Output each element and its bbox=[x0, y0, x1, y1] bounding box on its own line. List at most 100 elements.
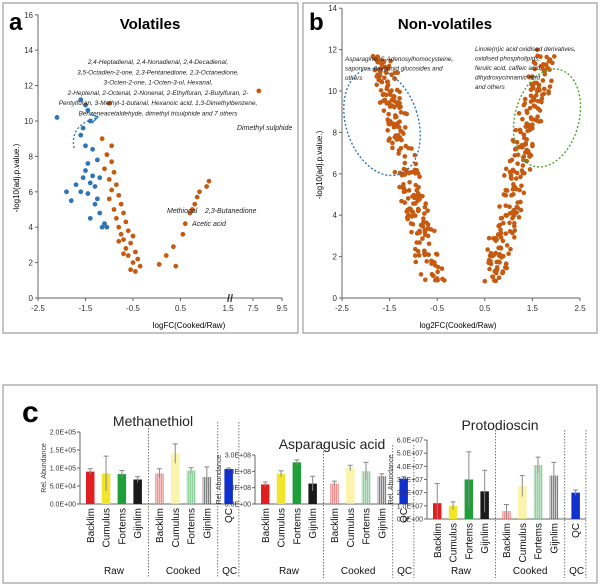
annotation-compound-list: Pentylfuran, 3-Methyl-1-butanal, Hexanoi… bbox=[59, 100, 258, 107]
nonvolatile-point bbox=[490, 253, 495, 259]
volatile-point-orange bbox=[256, 88, 262, 94]
volatile-point-orange bbox=[109, 143, 115, 149]
nonvolatile-point bbox=[378, 78, 384, 84]
nonvolatile-point bbox=[392, 76, 398, 82]
nonvolatile-point bbox=[389, 97, 395, 103]
panel-a-letter: a bbox=[9, 9, 23, 36]
nonvolatile-point bbox=[520, 145, 525, 150]
y-tick-label: 3.0E+07 bbox=[397, 477, 423, 484]
nonvolatile-point bbox=[498, 246, 504, 251]
x-tick-label: 0.5 bbox=[479, 304, 491, 313]
nonvolatile-point bbox=[390, 145, 395, 151]
category-label: Gijnlim bbox=[133, 508, 144, 539]
bar bbox=[117, 474, 127, 504]
annotation-point-label: Methional bbox=[167, 208, 198, 215]
category-label: Cumulus bbox=[171, 508, 182, 547]
volatile-point-orange bbox=[121, 210, 126, 216]
nonvolatile-point bbox=[524, 108, 529, 114]
group-label-cooked: Cooked bbox=[166, 566, 200, 577]
nonvolatile-point bbox=[389, 88, 394, 93]
nonvolatile-point bbox=[433, 277, 439, 282]
x-tick-label: -0.5 bbox=[126, 304, 140, 313]
nonvolatile-point bbox=[426, 241, 432, 247]
volatile-point-orange bbox=[113, 215, 119, 221]
x-tick-label: -1.5 bbox=[79, 304, 93, 313]
x-tick-label: 0.5 bbox=[175, 304, 187, 313]
nonvolatile-point bbox=[497, 260, 502, 265]
y-tick-label: 8 bbox=[29, 152, 34, 161]
nonvolatile-point bbox=[428, 227, 434, 232]
y-tick-label: 6 bbox=[29, 188, 34, 197]
volatile-point-blue bbox=[80, 125, 86, 131]
panel-b-axes: 0 2 4 6 8 10 12 14 -2.5 -1.5 -0.5 0.5 1.5 2.5 bbox=[328, 4, 586, 313]
volatile-point-blue bbox=[80, 175, 86, 181]
nonvolatile-point bbox=[510, 209, 516, 215]
volatile-point-orange bbox=[111, 169, 117, 175]
volatile-point-orange bbox=[109, 187, 115, 193]
volatile-point-blue bbox=[54, 115, 60, 120]
nonvolatile-point bbox=[522, 96, 528, 102]
category-label: Cumulus bbox=[102, 508, 113, 547]
nonvolatile-point bbox=[482, 278, 488, 284]
volatile-point-orange bbox=[123, 219, 129, 225]
nonvolatile-point bbox=[520, 163, 526, 168]
volatile-point-blue bbox=[78, 189, 84, 195]
nonvolatile-point bbox=[397, 119, 402, 124]
nonvolatile-point bbox=[490, 274, 495, 279]
nonvolatile-point bbox=[521, 132, 527, 137]
nonvolatile-point bbox=[526, 74, 531, 80]
panel-b-letter: b bbox=[309, 9, 324, 36]
nonvolatile-point bbox=[384, 101, 390, 106]
nonvolatile-point bbox=[530, 125, 535, 131]
nonvolatile-point bbox=[536, 119, 541, 124]
nonvolatile-point bbox=[539, 96, 545, 101]
nonvolatile-point bbox=[421, 219, 426, 225]
nonvolatile-point bbox=[493, 250, 499, 256]
nonvolatile-point bbox=[497, 204, 502, 209]
nonvolatile-point bbox=[420, 236, 425, 241]
nonvolatile-point bbox=[510, 167, 516, 173]
y-tick-label: 2.0E+07 bbox=[397, 490, 423, 497]
category-label: QC bbox=[571, 523, 582, 538]
category-label: Gijnlim bbox=[377, 508, 388, 539]
nonvolatile-point bbox=[518, 129, 523, 135]
nonvolatile-point bbox=[423, 201, 429, 206]
nonvolatile-point bbox=[424, 259, 430, 264]
nonvolatile-point bbox=[528, 93, 534, 99]
nonvolatile-point bbox=[423, 232, 428, 238]
volatile-point-orange bbox=[113, 182, 119, 188]
nonvolatile-point bbox=[381, 92, 387, 97]
panel-a-annotations: 2,4-Heptadienal, 2,4-Nonadienal, 2,4-Dec… bbox=[59, 59, 293, 228]
volatile-point-orange bbox=[137, 263, 143, 269]
annotation-right: and others bbox=[475, 84, 506, 91]
volatile-point-blue bbox=[68, 198, 74, 204]
y-tick-label: 8 bbox=[333, 128, 338, 137]
nonvolatile-point bbox=[538, 63, 544, 69]
bar bbox=[292, 462, 302, 504]
nonvolatile-point bbox=[518, 207, 524, 213]
volatile-point-orange bbox=[116, 192, 122, 198]
nonvolatile-point bbox=[378, 88, 384, 93]
nonvolatile-point bbox=[401, 189, 407, 195]
y-tick-label: 0 bbox=[333, 294, 338, 303]
x-tick-label: 9.5 bbox=[276, 304, 288, 313]
volatile-point-orange bbox=[102, 166, 107, 172]
panel-a-ylabel: -log10(adj.p.value.) bbox=[12, 143, 21, 212]
nonvolatile-point bbox=[527, 105, 533, 111]
group-label-qc: QC bbox=[569, 566, 584, 577]
y-tick-label: 14 bbox=[328, 4, 337, 13]
volatile-point-orange bbox=[206, 178, 212, 184]
volatile-point-orange bbox=[187, 210, 193, 216]
y-tick-label: 1.5E+05 bbox=[50, 448, 76, 455]
annotation-left: Asparagine, S-Adenosylhomocysteine, bbox=[344, 56, 453, 63]
nonvolatile-point bbox=[402, 200, 408, 205]
nonvolatile-point bbox=[512, 235, 517, 240]
y-axis-label: Rel. Abundance bbox=[216, 455, 223, 505]
volatile-point-blue bbox=[87, 180, 93, 186]
nonvolatile-point bbox=[396, 148, 402, 153]
category-label: Fortems bbox=[464, 523, 475, 560]
nonvolatile-point bbox=[421, 216, 426, 221]
nonvolatile-point bbox=[504, 213, 509, 218]
nonvolatile-point bbox=[491, 236, 496, 241]
